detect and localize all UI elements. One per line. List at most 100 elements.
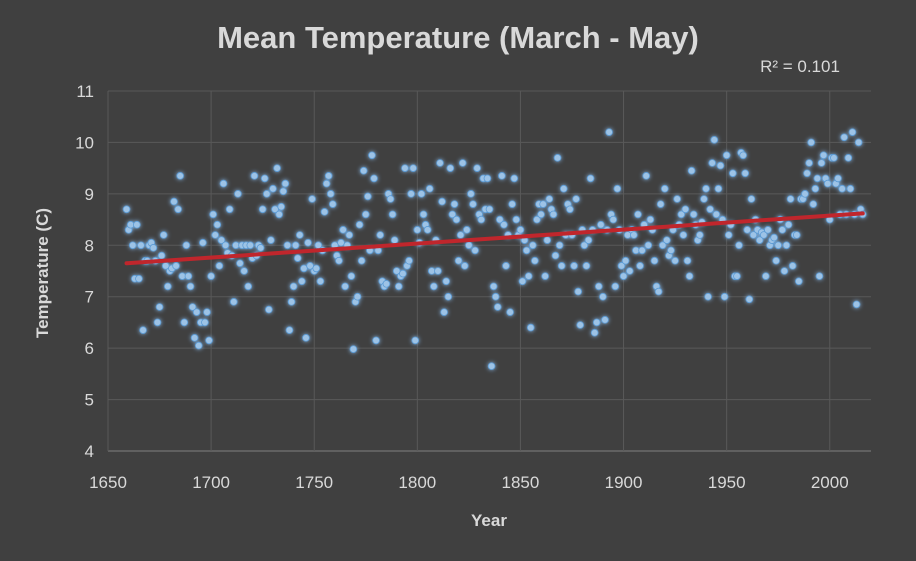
data-point — [347, 272, 356, 280]
data-point — [531, 256, 539, 265]
data-point — [774, 241, 783, 250]
data-point — [681, 205, 690, 214]
data-point — [137, 241, 145, 250]
data-point — [407, 190, 415, 198]
data-point — [153, 318, 162, 327]
data-point — [743, 226, 752, 234]
data-point — [650, 256, 659, 265]
data-point — [834, 174, 842, 183]
data-point — [215, 262, 224, 270]
data-point — [582, 262, 591, 270]
data-point — [696, 231, 704, 239]
data-point — [724, 231, 733, 239]
data-point — [324, 172, 333, 180]
data-point — [320, 208, 329, 216]
data-point — [559, 184, 568, 193]
data-point — [170, 197, 178, 206]
data-point — [477, 215, 486, 224]
data-point — [427, 267, 436, 275]
data-point — [803, 169, 811, 178]
data-point — [240, 267, 248, 275]
data-point — [500, 220, 508, 229]
data-point — [807, 138, 815, 147]
data-point — [770, 233, 778, 242]
data-point — [644, 241, 653, 250]
data-point — [493, 303, 502, 311]
x-tick-label: 1700 — [192, 473, 230, 492]
data-point — [572, 195, 580, 203]
data-point — [543, 236, 552, 244]
data-point — [122, 205, 131, 214]
data-point — [229, 298, 238, 306]
data-point — [846, 184, 855, 193]
data-point — [128, 241, 137, 250]
data-point — [508, 200, 516, 208]
data-point — [592, 318, 601, 327]
data-point — [442, 277, 450, 286]
data-point — [184, 272, 193, 280]
data-point — [551, 251, 560, 260]
data-point — [619, 272, 628, 280]
data-point — [590, 328, 599, 337]
data-point — [594, 282, 603, 291]
data-point — [139, 326, 147, 334]
data-point — [537, 210, 545, 219]
data-point — [411, 336, 420, 345]
data-point — [605, 128, 613, 136]
data-point — [801, 190, 809, 198]
data-point — [308, 195, 316, 203]
data-point — [372, 336, 380, 345]
data-point — [677, 210, 686, 219]
data-point — [667, 246, 675, 255]
x-axis-title: Year — [471, 511, 507, 530]
data-point — [636, 262, 644, 270]
data-point — [190, 334, 199, 342]
data-point — [133, 220, 141, 229]
data-point — [244, 282, 253, 291]
data-point — [772, 256, 780, 265]
data-point — [584, 236, 593, 244]
data-point — [260, 174, 269, 183]
data-point — [176, 172, 184, 180]
data-point — [376, 231, 385, 239]
data-point — [456, 231, 465, 239]
data-point — [817, 159, 826, 167]
data-point — [782, 241, 791, 250]
r-squared-label: R² = 0.101 — [760, 57, 840, 76]
data-point — [186, 282, 195, 291]
data-point — [265, 305, 273, 314]
data-point — [654, 287, 663, 296]
data-point — [159, 231, 168, 239]
data-point — [708, 159, 717, 167]
data-point — [295, 231, 304, 239]
data-point — [217, 236, 226, 244]
data-point — [512, 215, 521, 224]
data-point — [302, 334, 310, 342]
data-point — [458, 159, 467, 167]
data-point — [498, 172, 506, 180]
data-point — [188, 303, 197, 311]
data-point — [609, 215, 618, 224]
data-point — [135, 274, 143, 283]
data-point — [489, 282, 498, 291]
data-point — [419, 210, 428, 219]
data-point — [611, 282, 620, 291]
data-point — [287, 298, 296, 306]
data-point — [805, 159, 813, 167]
data-point — [281, 179, 290, 188]
data-point — [586, 174, 595, 183]
data-point — [634, 210, 642, 219]
data-point — [194, 341, 203, 350]
data-point — [518, 277, 527, 286]
data-point — [819, 151, 828, 160]
data-point — [364, 192, 372, 201]
data-point — [322, 179, 331, 188]
data-point — [813, 174, 822, 183]
data-point — [706, 205, 714, 214]
x-axis-ticks: 1650 1700 1750 1800 1850 1900 1950 2000 — [89, 473, 849, 492]
data-point — [444, 292, 453, 301]
data-point — [574, 287, 582, 296]
data-point — [778, 226, 787, 234]
x-tick-label: 2000 — [811, 473, 849, 492]
